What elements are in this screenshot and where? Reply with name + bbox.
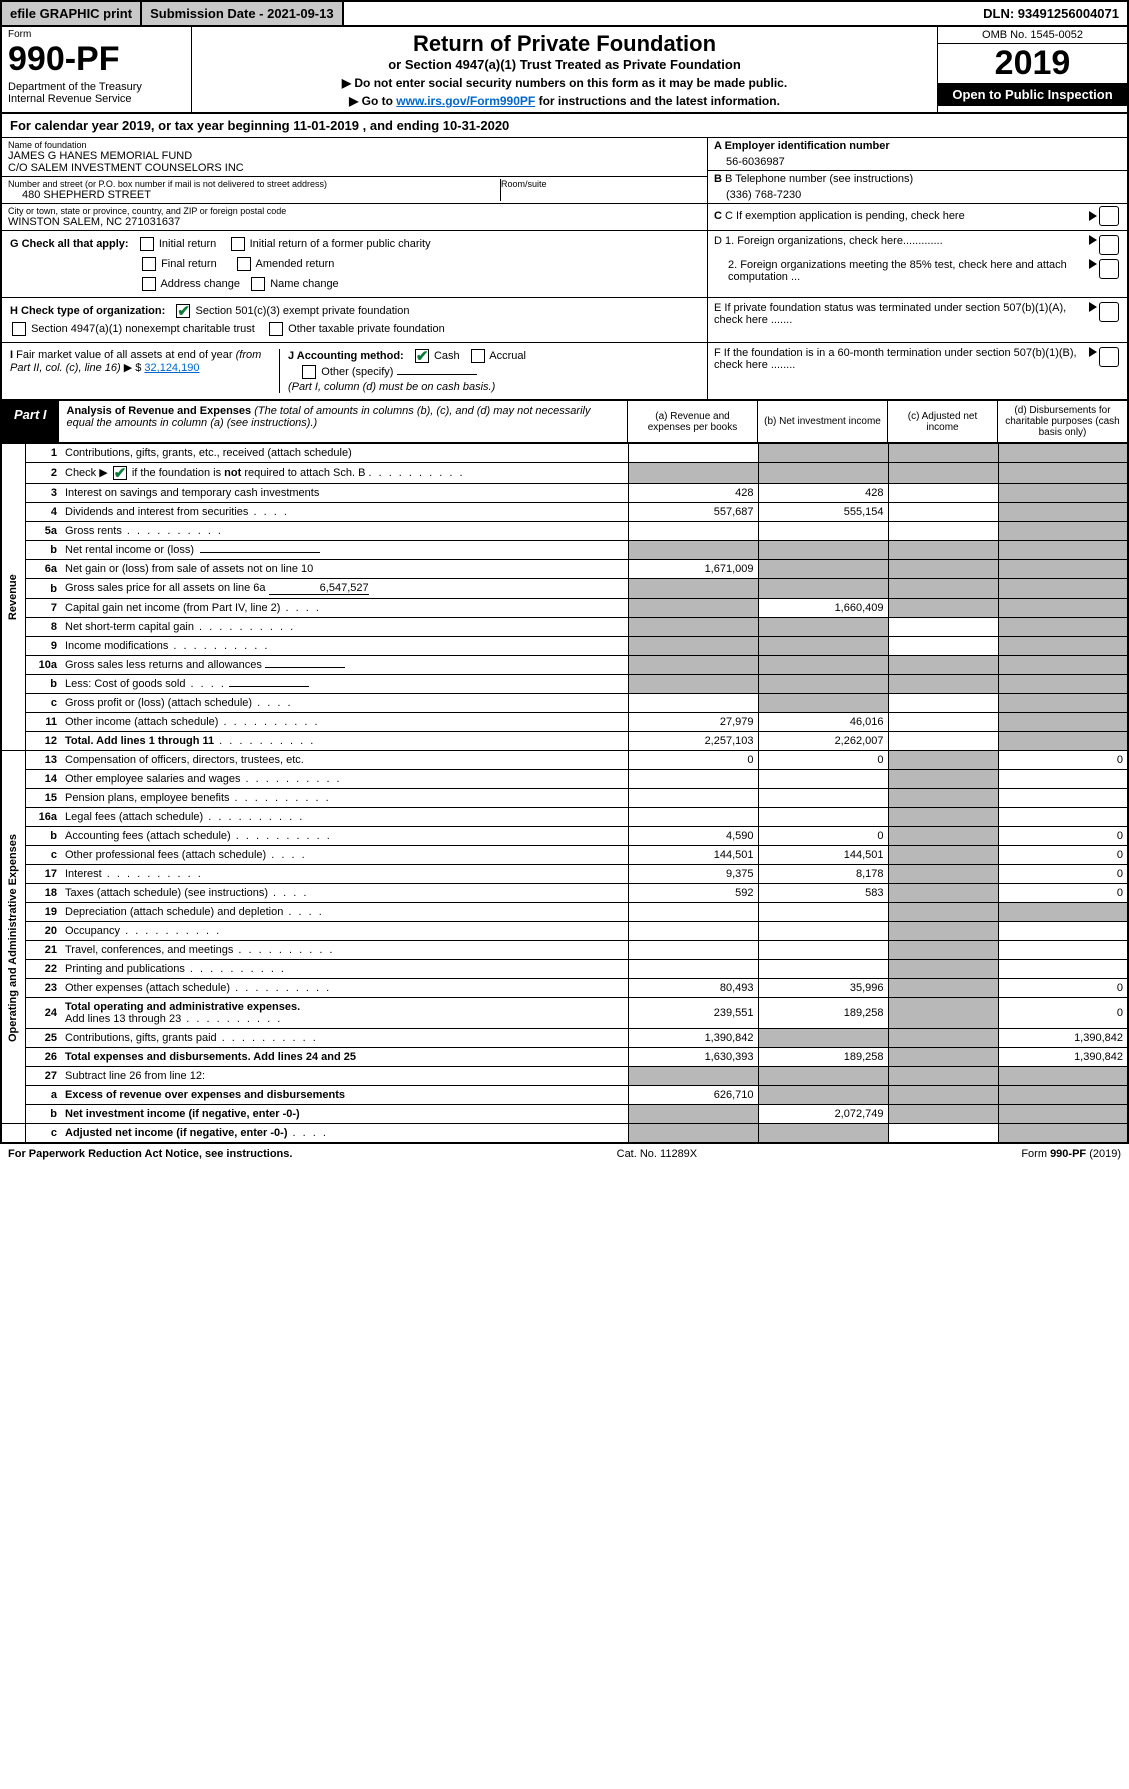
page-footer: For Paperwork Reduction Act Notice, see … — [0, 1143, 1129, 1164]
phone-value: (336) 768-7230 — [714, 185, 1121, 201]
h-label: H Check type of organization: — [10, 305, 165, 317]
h-4947-chk[interactable] — [12, 322, 26, 336]
e-label: E If private foundation status was termi… — [714, 302, 1089, 338]
h-501c3-chk[interactable] — [176, 304, 190, 318]
arrow-icon — [1089, 235, 1097, 245]
street-address: 480 SHEPHERD STREET — [8, 189, 500, 201]
arrow-icon — [1089, 259, 1097, 269]
form-title: Return of Private Foundation — [196, 31, 933, 57]
g-name-chk[interactable] — [251, 277, 265, 291]
form-number: 990-PF — [8, 40, 185, 79]
expenses-side-label: Operating and Administrative Expenses — [1, 751, 25, 1124]
d2-checkbox[interactable] — [1099, 259, 1119, 279]
dln-label: DLN: 93491256004071 — [975, 2, 1127, 25]
g-final-chk[interactable] — [142, 257, 156, 271]
section-h-e: H Check type of organization: Section 50… — [0, 298, 1129, 343]
col-d-header: (d) Disbursements for charitable purpose… — [997, 401, 1127, 442]
section-g-d: G Check all that apply: Initial return I… — [0, 231, 1129, 298]
col-c-header: (c) Adjusted net income — [887, 401, 997, 442]
r2-checkbox[interactable] — [113, 466, 127, 480]
addr-label: Number and street (or P.O. box number if… — [8, 179, 500, 189]
c-label: C If exemption application is pending, c… — [725, 210, 965, 222]
top-bar: efile GRAPHIC print Submission Date - 20… — [0, 0, 1129, 27]
arrow-icon — [1089, 302, 1097, 312]
tax-year: 2019 — [938, 44, 1127, 83]
f-label: F If the foundation is in a 60-month ter… — [714, 347, 1089, 395]
calendar-year-line: For calendar year 2019, or tax year begi… — [0, 114, 1129, 138]
g-initial-public-chk[interactable] — [231, 237, 245, 251]
arrow-icon — [1089, 211, 1097, 221]
submission-date: Submission Date - 2021-09-13 — [142, 2, 344, 25]
foundation-name-2: C/O SALEM INVESTMENT COUNSELORS INC — [8, 162, 701, 174]
j-accrual-chk[interactable] — [471, 349, 485, 363]
phone-label: B B Telephone number (see instructions) — [714, 173, 1121, 185]
footer-left: For Paperwork Reduction Act Notice, see … — [8, 1148, 292, 1160]
g-addr-chk[interactable] — [142, 277, 156, 291]
irs-link[interactable]: www.irs.gov/Form990PF — [396, 94, 535, 108]
i-amount-link[interactable]: 32,124,190 — [144, 362, 199, 374]
name-label: Name of foundation — [8, 140, 701, 150]
ein-label: A Employer identification number — [714, 140, 1121, 152]
instruction-1: ▶ Do not enter social security numbers o… — [196, 76, 933, 90]
city-state-zip: WINSTON SALEM, NC 271031637 — [8, 216, 701, 228]
instruction-2: ▶ Go to www.irs.gov/Form990PF for instru… — [196, 94, 933, 108]
i-label: I Fair market value of all assets at end… — [10, 349, 261, 374]
part-1-table: Revenue 1Contributions, gifts, grants, e… — [0, 443, 1129, 1143]
c-checkbox[interactable] — [1099, 206, 1119, 226]
j-cash-chk[interactable] — [415, 349, 429, 363]
form-subtitle: or Section 4947(a)(1) Trust Treated as P… — [196, 57, 933, 72]
j-other-chk[interactable] — [302, 365, 316, 379]
e-checkbox[interactable] — [1099, 302, 1119, 322]
footer-right: Form 990-PF (2019) — [1021, 1148, 1121, 1160]
d2-label: 2. Foreign organizations meeting the 85%… — [714, 259, 1089, 283]
g-label: G Check all that apply: — [10, 238, 129, 250]
g-initial-chk[interactable] — [140, 237, 154, 251]
ein-value: 56-6036987 — [714, 152, 1121, 168]
open-public-badge: Open to Public Inspection — [938, 83, 1127, 106]
part-1-header: Part I Analysis of Revenue and Expenses … — [0, 400, 1129, 443]
room-label: Room/suite — [501, 179, 701, 189]
section-i-j-f: I Fair market value of all assets at end… — [0, 343, 1129, 400]
efile-print-btn[interactable]: efile GRAPHIC print — [2, 2, 142, 25]
g-amended-chk[interactable] — [237, 257, 251, 271]
foundation-info: Name of foundation JAMES G HANES MEMORIA… — [0, 138, 1129, 231]
f-checkbox[interactable] — [1099, 347, 1119, 367]
col-a-header: (a) Revenue and expenses per books — [627, 401, 757, 442]
footer-mid: Cat. No. 11289X — [617, 1148, 698, 1160]
h-other-chk[interactable] — [269, 322, 283, 336]
dept-label: Department of the Treasury Internal Reve… — [8, 81, 185, 105]
form-header: Form 990-PF Department of the Treasury I… — [0, 27, 1129, 114]
col-b-header: (b) Net investment income — [757, 401, 887, 442]
part-1-tag: Part I — [2, 401, 59, 442]
d1-checkbox[interactable] — [1099, 235, 1119, 255]
d1-label: D 1. Foreign organizations, check here..… — [714, 235, 1089, 255]
j-label: J Accounting method: — [288, 350, 404, 362]
j-note: (Part I, column (d) must be on cash basi… — [288, 381, 495, 393]
arrow-icon — [1089, 347, 1097, 357]
form-label: Form — [8, 29, 185, 40]
revenue-side-label: Revenue — [1, 444, 25, 751]
foundation-name-1: JAMES G HANES MEMORIAL FUND — [8, 150, 701, 162]
city-label: City or town, state or province, country… — [8, 206, 701, 216]
omb-number: OMB No. 1545-0052 — [938, 27, 1127, 44]
